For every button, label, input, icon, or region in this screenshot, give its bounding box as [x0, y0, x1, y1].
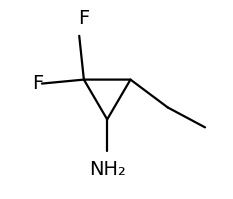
Text: NH₂: NH₂ [89, 160, 126, 179]
Text: F: F [78, 9, 89, 28]
Text: F: F [33, 74, 44, 93]
